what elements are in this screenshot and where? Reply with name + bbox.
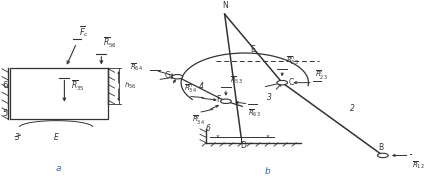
Text: $\overline{R}^t_{34}$: $\overline{R}^t_{34}$ — [193, 113, 205, 126]
Text: $\overline{R}_{12}$: $\overline{R}_{12}$ — [412, 159, 424, 171]
Circle shape — [221, 99, 231, 103]
Text: C: C — [289, 78, 294, 87]
Text: $\overline{R}_{64}$: $\overline{R}_{64}$ — [130, 61, 142, 73]
Text: $\overline{F}_c$: $\overline{F}_c$ — [79, 24, 89, 39]
Text: D: D — [240, 141, 246, 150]
Text: 6: 6 — [3, 81, 8, 90]
Text: x: x — [215, 134, 219, 139]
Text: $\overline{R}_{56}$: $\overline{R}_{56}$ — [103, 36, 117, 50]
Circle shape — [172, 74, 183, 79]
Text: $\overline{R}_{35}$: $\overline{R}_{35}$ — [71, 79, 84, 93]
Text: E: E — [54, 133, 59, 142]
Text: N: N — [222, 1, 227, 10]
Text: B: B — [378, 143, 383, 152]
Text: 3: 3 — [267, 93, 272, 101]
Text: $h_{56}$: $h_{56}$ — [124, 81, 136, 91]
Text: b: b — [265, 167, 271, 176]
Bar — [10, 68, 108, 119]
Text: 6: 6 — [206, 124, 211, 133]
Text: E: E — [250, 45, 255, 54]
Text: $\overline{R}^t_{23}$: $\overline{R}^t_{23}$ — [315, 68, 328, 81]
Text: x: x — [266, 134, 270, 139]
Text: $\overline{R}^n_{23}$: $\overline{R}^n_{23}$ — [286, 55, 299, 67]
Text: 5: 5 — [3, 110, 8, 118]
Text: $\overline{R}_{63}$: $\overline{R}_{63}$ — [249, 107, 261, 119]
Text: $\overline{R}^n_{34}$: $\overline{R}^n_{34}$ — [184, 82, 197, 95]
Text: $\overline{R}_{53}$: $\overline{R}_{53}$ — [230, 74, 243, 86]
Circle shape — [377, 153, 388, 158]
Circle shape — [277, 80, 288, 85]
Text: 3: 3 — [15, 133, 20, 142]
Text: G: G — [165, 71, 171, 80]
Text: a: a — [56, 164, 61, 173]
Text: 2: 2 — [350, 104, 354, 113]
Text: 4: 4 — [199, 82, 204, 91]
Text: F: F — [216, 95, 220, 104]
